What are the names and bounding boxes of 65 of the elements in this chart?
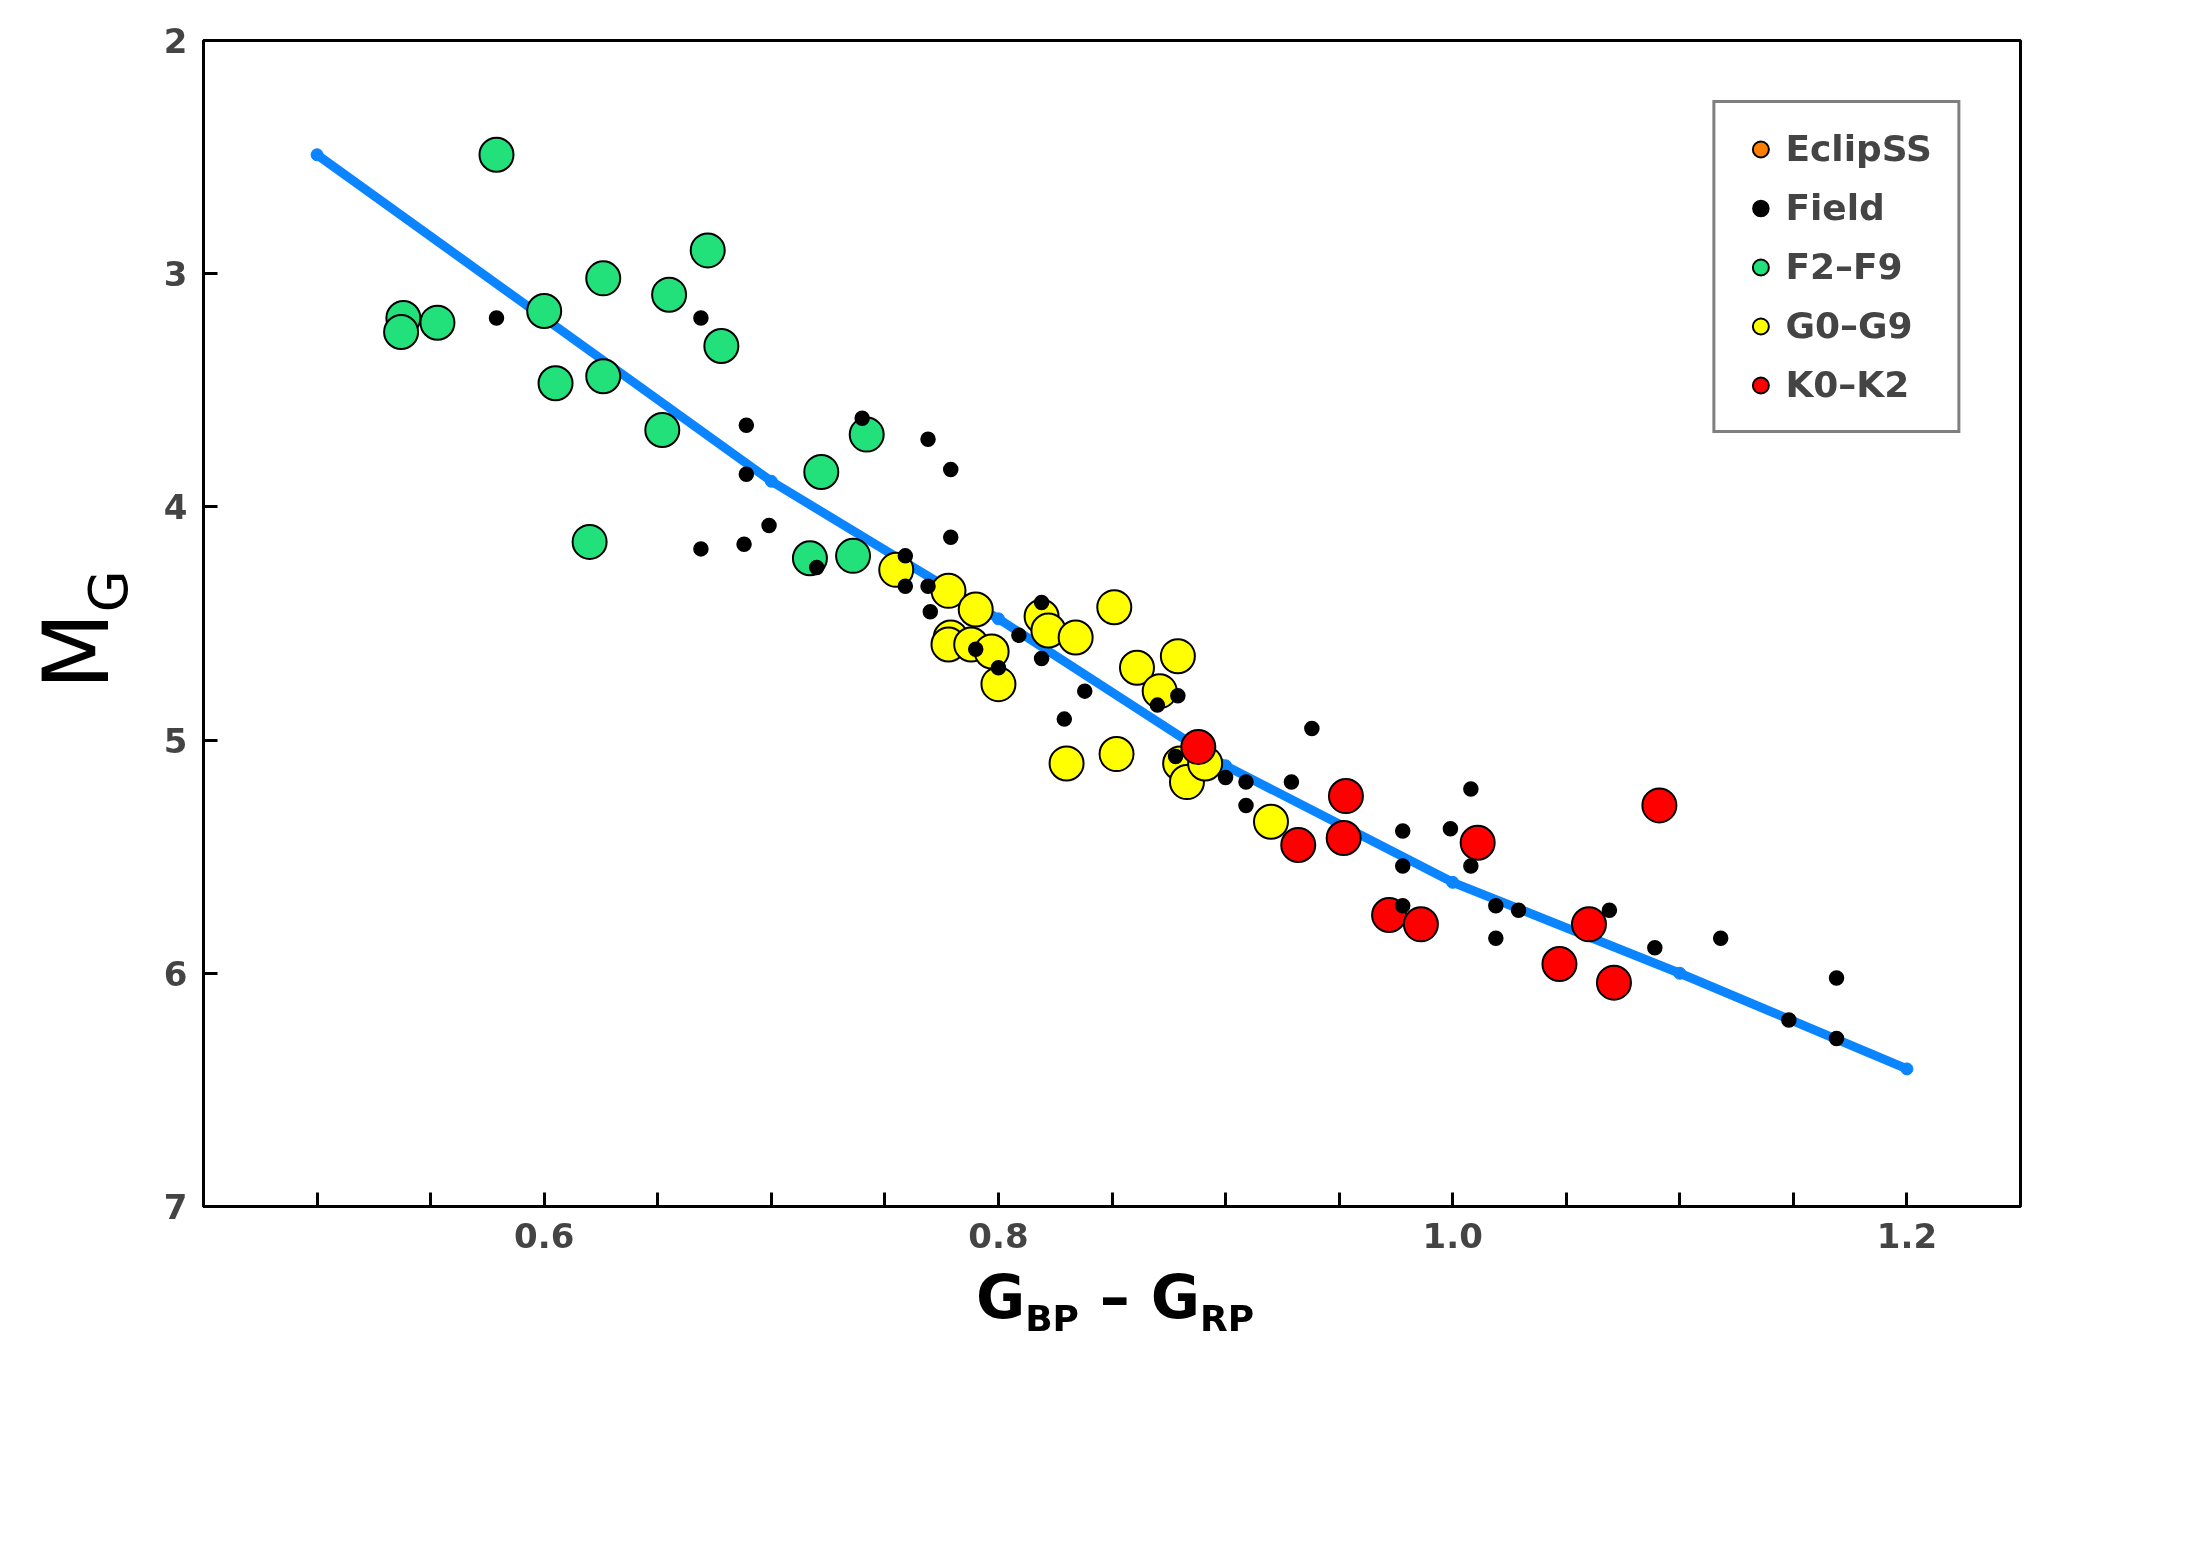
point bbox=[310, 148, 324, 162]
point bbox=[848, 416, 885, 453]
point bbox=[585, 358, 622, 395]
legend-label: G0–G9 bbox=[1785, 305, 1913, 346]
legend-label: K0–K2 bbox=[1785, 364, 1910, 405]
point bbox=[1280, 827, 1317, 864]
point bbox=[1252, 803, 1289, 840]
point bbox=[1828, 970, 1845, 986]
point bbox=[383, 314, 420, 350]
point bbox=[764, 474, 778, 488]
y-tick-label: 7 bbox=[163, 1187, 188, 1227]
legend-label: Field bbox=[1785, 187, 1885, 228]
y-tick-label: 4 bbox=[163, 487, 188, 528]
point bbox=[1459, 824, 1496, 861]
point bbox=[1541, 946, 1578, 982]
point bbox=[689, 232, 726, 269]
point bbox=[571, 523, 608, 560]
point bbox=[930, 572, 967, 609]
y-tick-label: 3 bbox=[163, 254, 188, 295]
point bbox=[1673, 966, 1687, 980]
point bbox=[478, 136, 515, 173]
point bbox=[1488, 897, 1504, 914]
point bbox=[537, 365, 574, 402]
x-tick-label: 1.0 bbox=[1422, 1215, 1483, 1256]
point bbox=[585, 260, 622, 297]
x-tick-label: 0.6 bbox=[514, 1215, 575, 1256]
y-tick-label: 6 bbox=[163, 953, 188, 994]
point bbox=[526, 293, 563, 329]
point bbox=[1048, 745, 1085, 782]
point bbox=[1595, 964, 1632, 1001]
point bbox=[835, 537, 872, 574]
y-tick-label: 2 bbox=[163, 21, 188, 61]
point bbox=[920, 431, 936, 447]
point bbox=[1057, 619, 1094, 656]
point bbox=[651, 276, 688, 313]
legend-label: F2–F9 bbox=[1785, 246, 1903, 287]
point bbox=[703, 328, 740, 364]
y-tick-label: 5 bbox=[163, 720, 188, 761]
point bbox=[1402, 906, 1439, 943]
x-tick-label: 1.2 bbox=[1876, 1215, 1938, 1256]
legend-label: EclipSS bbox=[1785, 128, 1932, 169]
point bbox=[1900, 1062, 1914, 1076]
point bbox=[957, 591, 994, 628]
point bbox=[1325, 820, 1362, 857]
point bbox=[990, 660, 1007, 676]
point bbox=[1327, 778, 1364, 815]
point bbox=[991, 612, 1005, 626]
point bbox=[419, 304, 456, 341]
x-tick-label: 0.8 bbox=[968, 1215, 1029, 1256]
point bbox=[1488, 930, 1504, 946]
point bbox=[1159, 638, 1196, 675]
point bbox=[644, 411, 681, 448]
point bbox=[803, 453, 840, 490]
point bbox=[1641, 787, 1678, 824]
point bbox=[1118, 649, 1155, 686]
x-axis-title: G$_{BP}$ – G$_{RP}$ bbox=[974, 1261, 1256, 1341]
point bbox=[1096, 589, 1133, 626]
point bbox=[1238, 797, 1254, 814]
point bbox=[488, 310, 505, 326]
point bbox=[1098, 736, 1135, 773]
point bbox=[1570, 906, 1607, 943]
point bbox=[1446, 875, 1460, 889]
point bbox=[1394, 858, 1411, 874]
point bbox=[1180, 729, 1217, 766]
point bbox=[1647, 939, 1663, 956]
